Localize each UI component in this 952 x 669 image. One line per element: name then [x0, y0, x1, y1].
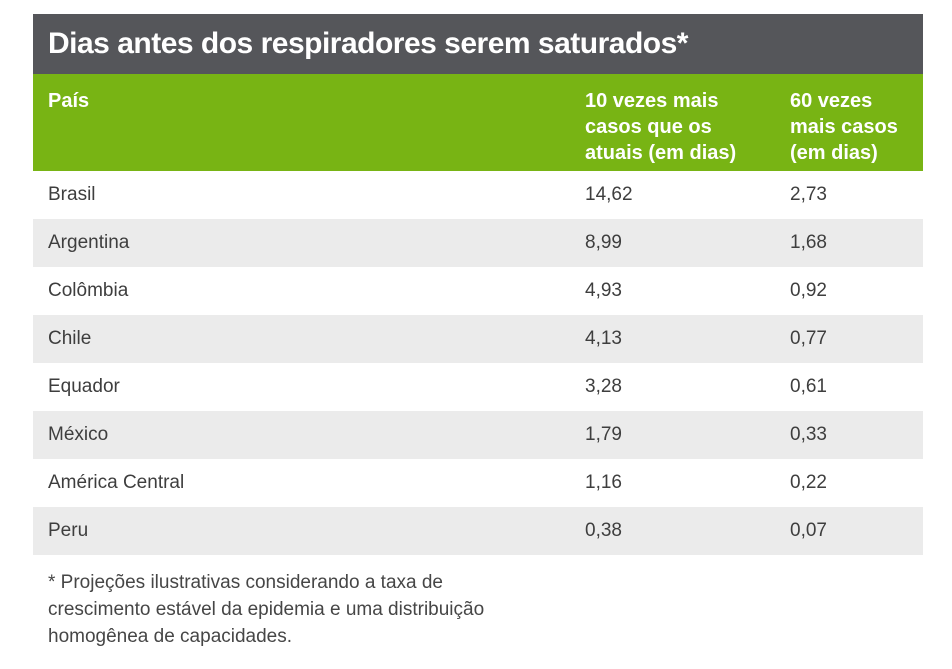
country-cell: América Central [48, 472, 185, 493]
country-cell: Colômbia [48, 280, 129, 301]
table-row: Brasil 14,62 2,73 [33, 171, 923, 219]
country-cell: Equador [48, 376, 120, 397]
country-cell: Chile [48, 328, 92, 349]
footnote: * Projeções ilustrativas considerando a … [48, 572, 485, 647]
table-body: Brasil 14,62 2,73 Argentina 8,99 1,68 Colômbia… [33, 171, 923, 555]
country-cell: México [48, 424, 109, 445]
value-60x-cell: 0,61 [790, 376, 827, 397]
value-60x-cell: 0,33 [790, 424, 827, 445]
table-row: Equador 3,28 0,61 [33, 363, 923, 411]
country-cell: Brasil [48, 184, 96, 205]
value-10x-cell: 1,79 [585, 424, 622, 445]
column-header-country: País [48, 90, 90, 112]
infographic-table: Dias antes dos respiradores serem satura… [33, 14, 923, 650]
title-bar: Dias antes dos respiradores serem satura… [33, 14, 923, 74]
value-60x-cell: 0,92 [790, 280, 827, 301]
column-header-60x-cases: 60 vezes mais casos (em dias) [790, 90, 898, 164]
value-60x-cell: 0,22 [790, 472, 827, 493]
table-row: Colômbia 4,93 0,92 [33, 267, 923, 315]
value-60x-cell: 0,07 [790, 520, 827, 541]
value-10x-cell: 14,62 [585, 184, 633, 205]
value-10x-cell: 1,16 [585, 472, 622, 493]
value-60x-cell: 2,73 [790, 184, 827, 205]
value-60x-cell: 0,77 [790, 328, 827, 349]
value-10x-cell: 4,93 [585, 280, 622, 301]
table-row: Chile 4,13 0,77 [33, 315, 923, 363]
country-cell: Peru [48, 520, 89, 541]
country-cell: Argentina [48, 232, 130, 253]
column-header-10x-cases: 10 vezes mais casos que os atuais (em di… [585, 90, 737, 164]
value-10x-cell: 8,99 [585, 232, 622, 253]
table-row: México 1,79 0,33 [33, 411, 923, 459]
value-10x-cell: 3,28 [585, 376, 622, 397]
table-row: América Central 1,16 0,22 [33, 459, 923, 507]
page-title: Dias antes dos respiradores serem satura… [48, 27, 688, 60]
value-10x-cell: 0,38 [585, 520, 622, 541]
table-row: Argentina 8,99 1,68 [33, 219, 923, 267]
table-row: Peru 0,38 0,07 [33, 507, 923, 555]
value-10x-cell: 4,13 [585, 328, 622, 349]
table-header-row: País 10 vezes mais casos que os atuais (… [33, 74, 923, 171]
value-60x-cell: 1,68 [790, 232, 827, 253]
